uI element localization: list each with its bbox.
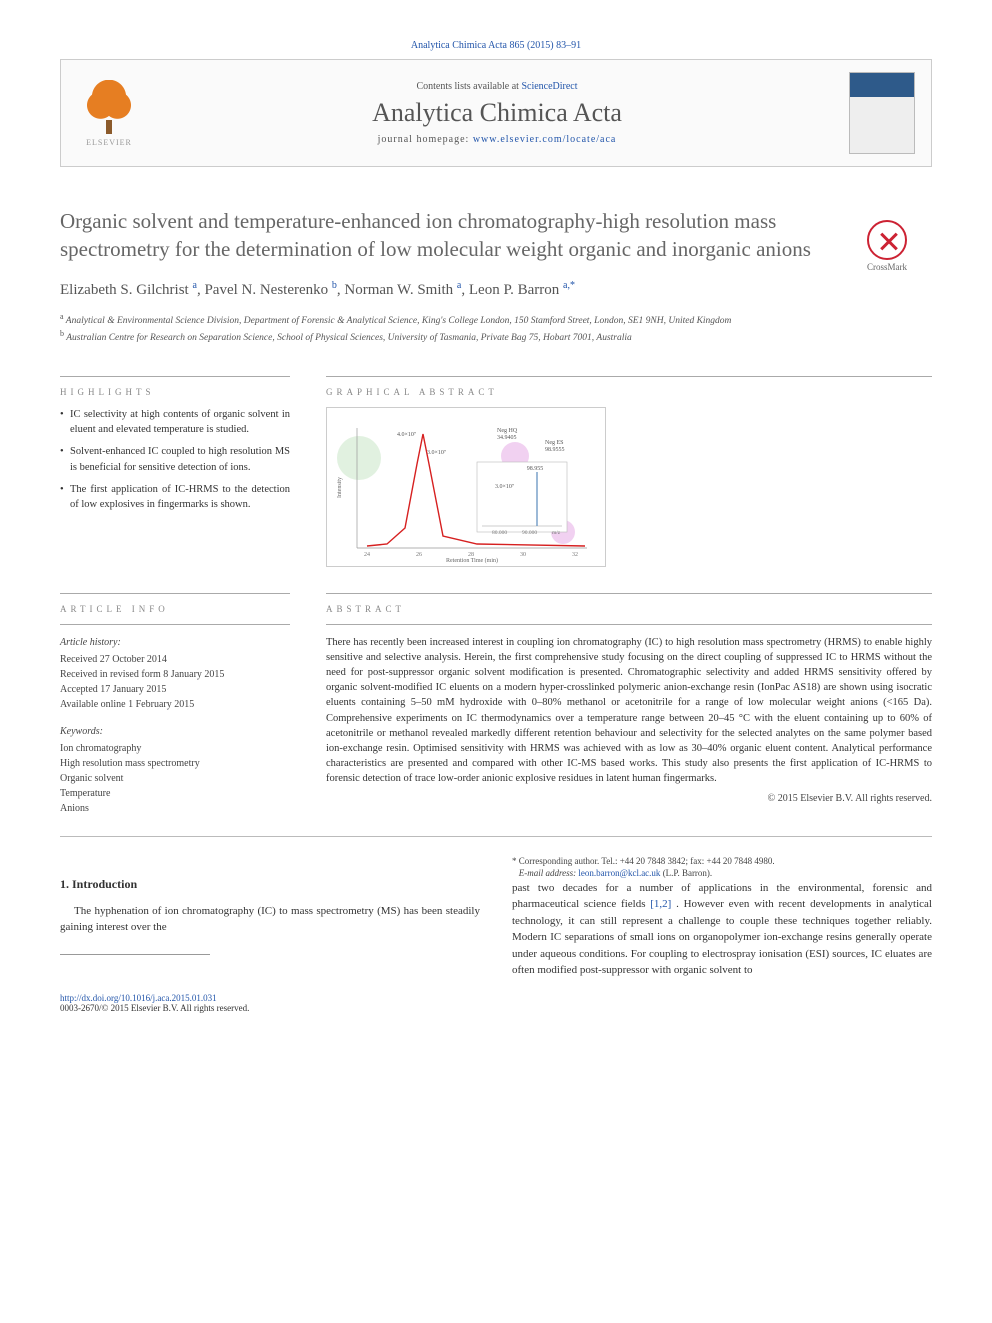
- corresponding-footnote: * Corresponding author. Tel.: +44 20 784…: [512, 855, 932, 880]
- highlight-item: Solvent-enhanced IC coupled to high reso…: [60, 444, 290, 476]
- author-3: Norman W. Smith: [344, 282, 453, 298]
- journal-cover-thumb: [849, 72, 915, 154]
- homepage-link[interactable]: www.elsevier.com/locate/aca: [473, 134, 617, 145]
- svg-text:30: 30: [520, 552, 526, 558]
- crossmark-badge[interactable]: CrossMark: [842, 220, 932, 272]
- keyword: Anions: [60, 801, 290, 816]
- affil-b-sup: b: [60, 329, 64, 338]
- body-p1: The hyphenation of ion chromatography (I…: [60, 903, 480, 936]
- footer-meta: http://dx.doi.org/10.1016/j.aca.2015.01.…: [60, 993, 932, 1013]
- footnote-star: *: [512, 856, 517, 866]
- affil-a-sup: a: [60, 312, 64, 321]
- svg-text:32: 32: [572, 552, 578, 558]
- svg-text:98.9555: 98.9555: [545, 447, 565, 453]
- svg-text:3.0×10⁷: 3.0×10⁷: [495, 484, 514, 490]
- doi-link[interactable]: http://dx.doi.org/10.1016/j.aca.2015.01.…: [60, 993, 217, 1003]
- svg-text:26: 26: [416, 552, 422, 558]
- author-4: Leon P. Barron: [469, 282, 559, 298]
- svg-text:24: 24: [364, 552, 370, 558]
- journal-header: ELSEVIER Contents lists available at Sci…: [60, 59, 932, 167]
- authors-line: Elizabeth S. Gilchrist a, Pavel N. Neste…: [60, 280, 932, 299]
- affil-a: Analytical & Environmental Science Divis…: [66, 316, 732, 326]
- svg-text:m/z: m/z: [552, 530, 561, 536]
- author-4-sup: a,*: [563, 280, 575, 291]
- author-2: Pavel N. Nesterenko: [204, 282, 328, 298]
- author-1: Elizabeth S. Gilchrist: [60, 282, 189, 298]
- sciencedirect-link[interactable]: ScienceDirect: [521, 81, 577, 92]
- author-1-sup: a: [192, 280, 196, 291]
- abstract-label: ABSTRACT: [326, 604, 932, 614]
- keyword: Temperature: [60, 786, 290, 801]
- author-3-sup: a: [457, 280, 461, 291]
- svg-text:28: 28: [468, 552, 474, 558]
- article-history: Article history: Received 27 October 201…: [60, 635, 290, 712]
- contents-list-line: Contents lists available at ScienceDirec…: [161, 81, 833, 92]
- article-info-label: ARTICLE INFO: [60, 604, 290, 614]
- abstract-text: There has recently been increased intere…: [326, 635, 932, 787]
- homepage-line: journal homepage: www.elsevier.com/locat…: [161, 134, 833, 145]
- highlight-item: IC selectivity at high contents of organ…: [60, 407, 290, 439]
- citation-link[interactable]: Analytica Chimica Acta 865 (2015) 83–91: [411, 40, 581, 51]
- elsevier-tree-icon: [81, 80, 137, 136]
- history-line: Available online 1 February 2015: [60, 697, 290, 712]
- elsevier-text: ELSEVIER: [86, 138, 132, 147]
- elsevier-logo: ELSEVIER: [77, 77, 141, 149]
- svg-text:90.000: 90.000: [522, 530, 537, 536]
- homepage-prefix: journal homepage:: [378, 134, 473, 145]
- svg-text:Retention Time (min): Retention Time (min): [446, 557, 498, 564]
- copyright-line: © 2015 Elsevier B.V. All rights reserved…: [326, 793, 932, 804]
- section-heading: 1. Introduction: [60, 875, 480, 893]
- history-line: Accepted 17 January 2015: [60, 682, 290, 697]
- svg-text:Neg HQ: Neg HQ: [497, 428, 518, 434]
- svg-text:Intensity: Intensity: [337, 477, 343, 498]
- contents-prefix: Contents lists available at: [416, 81, 521, 92]
- footnote-separator: [60, 954, 210, 955]
- affil-b: Australian Centre for Research on Separa…: [66, 333, 632, 343]
- highlights-list: IC selectivity at high contents of organ…: [60, 407, 290, 514]
- svg-text:3.0×10⁷: 3.0×10⁷: [427, 450, 446, 456]
- crossmark-label: CrossMark: [867, 262, 907, 272]
- email-link[interactable]: leon.barron@kcl.ac.uk: [578, 868, 660, 878]
- svg-text:98.955: 98.955: [527, 466, 544, 472]
- graphical-abstract-figure: 98.955 80.000 90.000 m/z 4.0×10⁷ Neg HQ34.940…: [326, 407, 606, 567]
- keyword: Organic solvent: [60, 771, 290, 786]
- svg-text:4.0×10⁷: 4.0×10⁷: [397, 432, 416, 438]
- citation-line: Analytica Chimica Acta 865 (2015) 83–91: [60, 40, 932, 51]
- keywords-block: Keywords: Ion chromatographyHigh resolut…: [60, 724, 290, 816]
- highlights-label: HIGHLIGHTS: [60, 387, 290, 397]
- keyword: High resolution mass spectrometry: [60, 756, 290, 771]
- keywords-heading: Keywords:: [60, 724, 290, 739]
- history-heading: Article history:: [60, 635, 290, 650]
- svg-text:80.000: 80.000: [492, 530, 507, 536]
- affiliations: a Analytical & Environmental Science Div…: [60, 311, 932, 346]
- keyword: Ion chromatography: [60, 741, 290, 756]
- ref-link[interactable]: [1,2]: [650, 898, 671, 910]
- graphical-abstract-label: GRAPHICAL ABSTRACT: [326, 387, 932, 397]
- crossmark-icon: [867, 220, 907, 260]
- svg-text:34.9405: 34.9405: [497, 435, 517, 441]
- footnote-corr: Corresponding author. Tel.: +44 20 7848 …: [519, 856, 775, 866]
- issn-copyright: 0003-2670/© 2015 Elsevier B.V. All right…: [60, 1003, 249, 1013]
- article-title: Organic solvent and temperature-enhanced…: [60, 207, 932, 264]
- svg-text:Neg ES: Neg ES: [545, 440, 564, 446]
- history-line: Received in revised form 8 January 2015: [60, 667, 290, 682]
- body-two-column: 1. Introduction The hyphenation of ion c…: [60, 855, 932, 979]
- history-line: Received 27 October 2014: [60, 652, 290, 667]
- journal-name: Analytica Chimica Acta: [161, 98, 833, 128]
- highlight-item: The first application of IC-HRMS to the …: [60, 482, 290, 514]
- email-label: E-mail address:: [519, 868, 579, 878]
- email-suffix: (L.P. Barron).: [663, 868, 713, 878]
- author-2-sup: b: [332, 280, 337, 291]
